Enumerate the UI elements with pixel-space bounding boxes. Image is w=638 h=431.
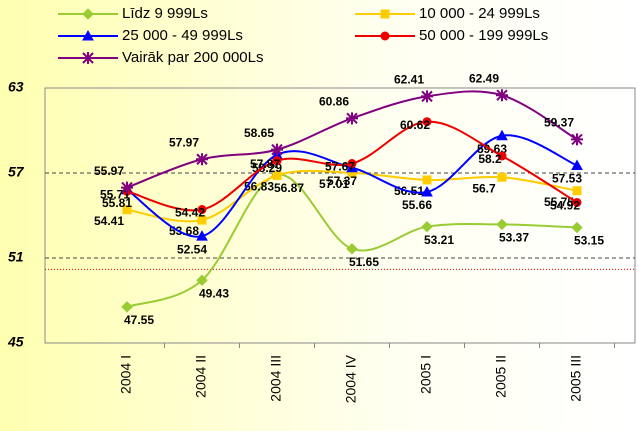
marker xyxy=(571,159,583,170)
marker xyxy=(272,170,282,180)
data-label: 54.92 xyxy=(550,199,580,213)
legend-label: Vairāk par 200 000Ls xyxy=(122,49,263,66)
data-label: 58.2 xyxy=(478,152,502,166)
data-label: 57.53 xyxy=(552,172,582,186)
marker xyxy=(497,172,507,182)
marker xyxy=(121,301,133,313)
data-label: 58.65 xyxy=(244,126,274,140)
data-label: 51.65 xyxy=(349,255,379,269)
data-label: 56.87 xyxy=(274,181,304,195)
data-label: 55.81 xyxy=(102,196,132,210)
data-label: 57.37 xyxy=(327,174,357,188)
marker xyxy=(82,52,94,64)
data-label: 55.66 xyxy=(402,198,432,212)
plot-area xyxy=(44,87,636,344)
marker xyxy=(82,8,94,20)
data-label: 53.21 xyxy=(424,233,454,247)
x-tick-label: 2004 III xyxy=(268,355,284,402)
marker xyxy=(122,205,132,215)
marker xyxy=(272,156,282,166)
data-label: 57.01 xyxy=(319,177,349,191)
marker xyxy=(496,89,508,102)
y-tick-label: 57 xyxy=(8,164,25,180)
data-label: 56.7 xyxy=(472,181,496,195)
marker xyxy=(421,90,433,103)
x-tick-label: 2005 III xyxy=(568,355,584,402)
marker xyxy=(496,129,508,141)
data-label: 56.83 xyxy=(244,180,274,194)
marker xyxy=(422,175,432,185)
marker xyxy=(196,153,208,166)
data-label: 53.68 xyxy=(169,224,199,238)
marker xyxy=(380,31,390,41)
marker xyxy=(496,218,508,231)
data-label: 52.54 xyxy=(177,242,207,256)
legend-label: 50 000 - 199 999Ls xyxy=(419,27,548,44)
x-tick-label: 2004 IV xyxy=(343,354,359,403)
y-tick-label: 45 xyxy=(7,334,24,350)
data-label: 60.86 xyxy=(319,94,349,108)
marker xyxy=(422,117,432,127)
data-label: 57.67 xyxy=(325,160,355,174)
data-label: 55.97 xyxy=(94,164,124,178)
y-tick-label: 63 xyxy=(8,79,24,95)
data-label: 57.87 xyxy=(250,157,280,171)
marker xyxy=(347,159,357,169)
data-label: 49.43 xyxy=(199,286,229,300)
marker xyxy=(196,230,208,241)
data-label: 53.37 xyxy=(499,231,529,245)
marker xyxy=(196,274,208,286)
legend-label: Līdz 9 999Ls xyxy=(122,5,208,22)
data-label: 62.49 xyxy=(469,71,499,85)
data-label: 47.55 xyxy=(124,313,154,327)
data-label: 54.42 xyxy=(175,206,205,220)
legend-label: 10 000 - 24 999Ls xyxy=(419,5,540,22)
marker xyxy=(121,181,133,194)
marker xyxy=(421,220,433,233)
y-tick-label: 51 xyxy=(8,249,24,265)
data-label: 57.97 xyxy=(169,135,199,149)
marker xyxy=(271,143,283,156)
data-label: 53.15 xyxy=(574,234,604,248)
marker xyxy=(497,151,507,161)
x-tick-label: 2004 I xyxy=(118,355,134,394)
marker xyxy=(346,243,358,255)
marker xyxy=(380,9,390,19)
x-tick-label: 2005 I xyxy=(418,355,434,394)
data-label: 62.41 xyxy=(394,73,424,87)
marker xyxy=(571,133,583,146)
marker xyxy=(346,112,358,125)
data-label: 59.37 xyxy=(544,116,574,130)
x-tick-label: 2004 II xyxy=(193,355,209,398)
data-label: 54.41 xyxy=(94,214,124,228)
marker xyxy=(197,205,207,215)
data-label: 55.75 xyxy=(544,195,574,209)
legend-label: 25 000 - 49 999Ls xyxy=(122,27,243,44)
marker xyxy=(82,29,94,41)
marker xyxy=(572,186,582,196)
marker xyxy=(197,215,207,225)
marker xyxy=(421,185,433,197)
x-tick-label: 2005 II xyxy=(493,355,509,398)
data-label: 60.62 xyxy=(400,118,430,132)
marker xyxy=(572,197,582,207)
marker xyxy=(571,221,583,234)
